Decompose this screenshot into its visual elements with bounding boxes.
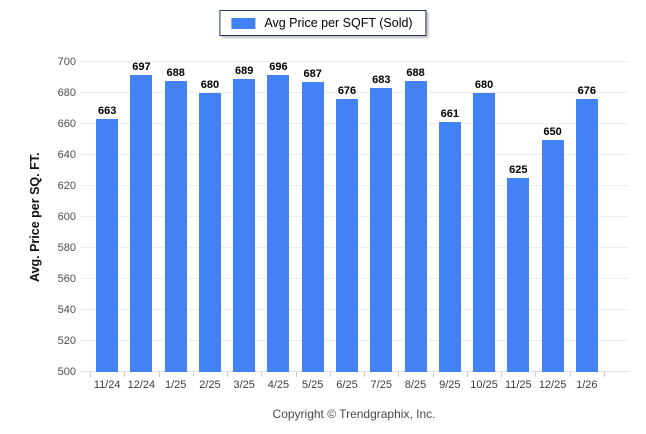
- x-tick-label: 11/25: [504, 379, 532, 391]
- bar: [233, 79, 256, 372]
- legend-swatch-icon: [231, 17, 256, 29]
- x-tick-label: 12/25: [538, 379, 567, 391]
- x-axis-tick: [329, 372, 331, 377]
- y-tick-label: 600: [57, 211, 76, 223]
- bar: [335, 99, 358, 372]
- bar-slot: 680 2/25: [193, 62, 227, 391]
- x-axis-tick: [604, 372, 605, 377]
- bar: [507, 178, 530, 372]
- x-tick-label: 8/25: [404, 379, 427, 391]
- bar: [438, 122, 461, 372]
- bar-value-label: 687: [303, 68, 322, 81]
- x-axis-tick: [124, 372, 126, 377]
- x-tick-label: 6/25: [336, 379, 358, 391]
- bar-value-label: 680: [200, 79, 220, 91]
- bar-slot: 661 9/25: [433, 62, 467, 391]
- bar-slot: 683 7/25: [364, 62, 398, 391]
- bar-slot: 697 12/24: [124, 61, 158, 392]
- bar-slot: 689 3/25: [227, 62, 261, 391]
- x-tick-label: 4/25: [267, 379, 290, 391]
- x-axis-ticks: [80, 372, 628, 377]
- bar: [541, 139, 564, 372]
- bar-value-label: 680: [474, 79, 494, 91]
- x-axis-tick: [364, 372, 366, 377]
- legend: Avg Price per SQFT (Sold): [219, 10, 427, 36]
- x-axis-tick: [432, 372, 434, 377]
- bar-value-label: 697: [132, 61, 151, 73]
- bar-slot: 676 1/26: [570, 62, 604, 391]
- bar-value-label: 676: [577, 85, 597, 98]
- y-tick-label: 500: [57, 366, 76, 378]
- y-tick-label: 580: [57, 242, 76, 254]
- x-tick-label: 12/24: [127, 379, 156, 391]
- x-tick-label: 10/25: [470, 379, 498, 391]
- y-tick-label: 640: [57, 149, 76, 161]
- gridline: [80, 92, 628, 93]
- bar-slot: 650 12/25: [535, 62, 569, 391]
- x-tick-label: 2/25: [199, 379, 221, 391]
- bar-slot: 688 1/25: [159, 62, 193, 391]
- bar: [198, 93, 221, 372]
- x-axis-tick: [261, 372, 263, 377]
- bar: [267, 75, 290, 372]
- bar: [96, 119, 119, 372]
- bar-value-label: 683: [372, 74, 391, 87]
- bar-value-label: 696: [269, 61, 288, 73]
- x-axis-tick: [295, 372, 297, 377]
- y-axis-tick-labels: 500 520 540 560 580 600 620 640 660 680 700: [46, 56, 76, 378]
- x-tick-label: 11/24: [93, 379, 121, 391]
- bar-value-label: 689: [235, 65, 254, 78]
- bar-value-label: 661: [440, 108, 459, 121]
- y-tick-label: 680: [57, 87, 76, 99]
- x-tick-label: 5/25: [302, 379, 324, 391]
- bar-value-label: 688: [406, 66, 425, 79]
- y-tick-label: 540: [57, 304, 76, 316]
- x-tick-label: 7/25: [370, 379, 392, 391]
- bar-slot: 663 11/24: [90, 62, 124, 391]
- bar: [473, 93, 496, 372]
- bar-value-label: 625: [509, 164, 528, 177]
- bar: [130, 75, 153, 372]
- legend-label: Avg Price per SQFT (Sold): [264, 16, 413, 30]
- y-tick-label: 620: [57, 180, 76, 192]
- y-tick-label: 660: [57, 118, 76, 130]
- bar-value-label: 688: [166, 66, 185, 79]
- y-axis-title: Avg. Price per SQ. FT.: [28, 152, 42, 282]
- x-axis-tick: [158, 372, 160, 377]
- bar: [575, 99, 598, 372]
- bar-slot: 676 6/25: [330, 62, 364, 391]
- bar-slot: 696 4/25: [261, 61, 295, 391]
- y-tick-label: 560: [57, 273, 76, 285]
- bar-slot: 680 10/25: [467, 62, 501, 392]
- x-axis-tick: [227, 372, 229, 377]
- x-tick-label: 1/26: [576, 379, 598, 391]
- bar-slot: 687 5/25: [296, 62, 330, 391]
- bar: [164, 80, 187, 372]
- gridline: [80, 61, 628, 62]
- x-axis-tick: [501, 372, 503, 377]
- x-tick-label: 3/25: [233, 379, 255, 391]
- bar: [301, 82, 324, 372]
- bar-value-label: 650: [543, 125, 562, 138]
- x-axis-tick: [535, 372, 537, 377]
- bars-row: 663 11/24 697 12/24 688 1/25 680 2/25 689 3/25 696…: [80, 61, 628, 392]
- bar-slot: 625 11/25: [501, 62, 535, 391]
- y-tick-label: 700: [57, 56, 76, 68]
- bar: [370, 88, 393, 372]
- x-axis-tick: [466, 372, 468, 377]
- bar: [404, 80, 427, 372]
- bar-value-label: 663: [97, 105, 117, 118]
- bar-value-label: 676: [337, 85, 357, 98]
- bar-slot: 688 8/25: [398, 62, 432, 391]
- x-tick-label: 9/25: [439, 379, 461, 391]
- x-axis-tick: [90, 372, 91, 377]
- x-axis-tick: [569, 372, 571, 377]
- plot-area: 663 11/24 697 12/24 688 1/25 680 2/25 689 3/25 696…: [80, 61, 628, 392]
- x-axis-tick: [192, 372, 194, 377]
- y-tick-label: 520: [57, 335, 76, 347]
- copyright-text: Copyright © Trendgraphix, Inc.: [272, 407, 436, 421]
- x-axis-tick: [398, 372, 400, 377]
- x-tick-label: 1/25: [164, 379, 187, 391]
